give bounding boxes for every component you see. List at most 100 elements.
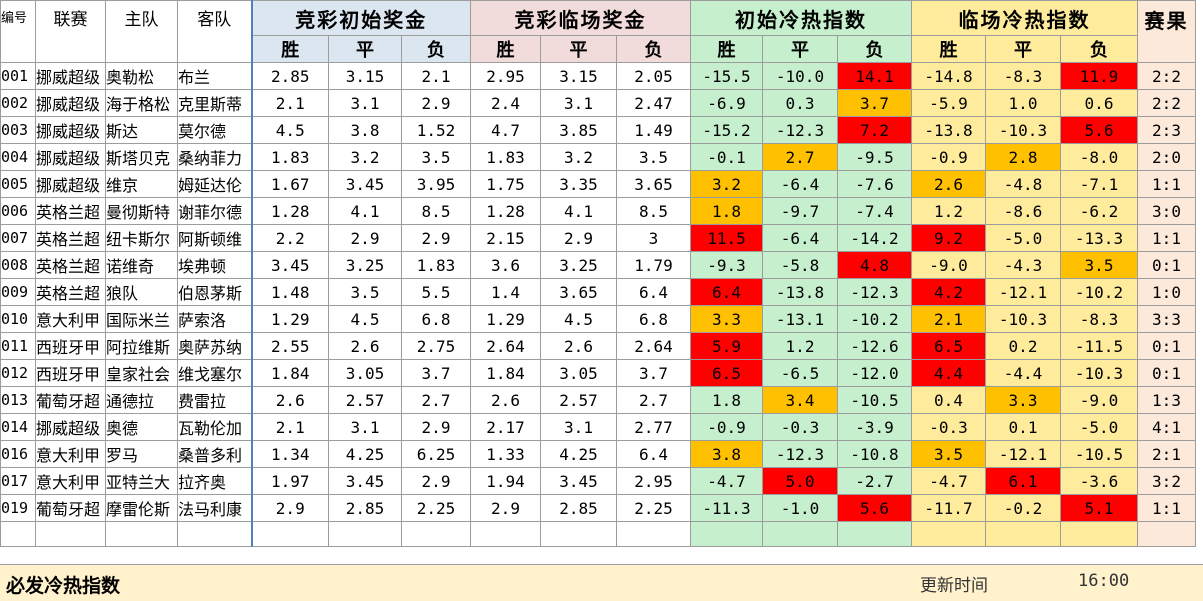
home-team-cell[interactable]: 亚特兰大 (105, 467, 178, 495)
final-index-win-cell[interactable]: 9.2 (911, 224, 986, 252)
table-row[interactable]: 016 意大利甲 罗马 桑普多利 1.34 4.25 6.25 1.33 4.25 6.4 3.8-… (0, 440, 1196, 468)
final-index-draw-cell[interactable]: -12.1 (985, 440, 1061, 468)
initial-index-win-cell[interactable]: -9.3 (690, 251, 763, 279)
away-team-cell[interactable]: 布兰 (177, 62, 252, 90)
match-id-cell[interactable]: 009 (0, 278, 36, 306)
initial-odds-draw-cell[interactable]: 2.6 (328, 332, 402, 360)
final-index-win-cell[interactable]: 6.5 (911, 332, 986, 360)
initial-odds-draw-cell[interactable]: 4.5 (328, 305, 402, 333)
empty-cell[interactable] (0, 521, 36, 547)
league-cell[interactable]: 挪威超级 (35, 62, 106, 90)
result-cell[interactable]: 0:1 (1137, 359, 1196, 387)
home-team-cell[interactable]: 阿拉维斯 (105, 332, 178, 360)
empty-cell[interactable] (401, 521, 471, 547)
final-odds-lose-cell[interactable]: 2.7 (616, 386, 691, 414)
final-index-draw-cell[interactable]: -4.4 (985, 359, 1061, 387)
final-odds-win-cell[interactable]: 1.75 (470, 170, 541, 198)
league-cell[interactable]: 葡萄牙超 (35, 386, 106, 414)
initial-odds-draw-cell[interactable]: 3.8 (328, 116, 402, 144)
league-cell[interactable]: 英格兰超 (35, 251, 106, 279)
away-team-cell[interactable]: 奥萨苏纳 (177, 332, 252, 360)
away-team-cell[interactable]: 莫尔德 (177, 116, 252, 144)
initial-odds-draw-cell[interactable]: 3.45 (328, 467, 402, 495)
final-odds-win-cell[interactable]: 1.33 (470, 440, 541, 468)
initial-odds-draw-cell[interactable]: 2.85 (328, 494, 402, 522)
final-index-lose-cell[interactable]: 3.5 (1060, 251, 1138, 279)
final-index-draw-cell[interactable]: 2.8 (985, 143, 1061, 171)
league-cell[interactable]: 英格兰超 (35, 224, 106, 252)
final-odds-draw-cell[interactable]: 3.1 (540, 413, 617, 441)
initial-odds-lose-cell[interactable]: 5.5 (401, 278, 471, 306)
initial-odds-lose-cell[interactable]: 2.9 (401, 224, 471, 252)
final-odds-lose-cell[interactable]: 3.5 (616, 143, 691, 171)
final-odds-win-cell[interactable]: 2.15 (470, 224, 541, 252)
home-team-cell[interactable]: 摩雷伦斯 (105, 494, 178, 522)
final-index-win-cell[interactable]: 4.4 (911, 359, 986, 387)
initial-odds-lose-cell[interactable]: 6.8 (401, 305, 471, 333)
initial-odds-lose-cell[interactable]: 2.1 (401, 62, 471, 90)
away-team-cell[interactable]: 法马利康 (177, 494, 252, 522)
empty-cell[interactable] (911, 521, 986, 547)
final-index-win-cell[interactable]: -13.8 (911, 116, 986, 144)
empty-cell[interactable] (837, 521, 912, 547)
initial-odds-lose-cell[interactable]: 2.7 (401, 386, 471, 414)
match-id-cell[interactable]: 008 (0, 251, 36, 279)
final-index-draw-cell[interactable]: 3.3 (985, 386, 1061, 414)
away-team-cell[interactable]: 谢菲尔德 (177, 197, 252, 225)
initial-odds-draw-cell[interactable]: 4.1 (328, 197, 402, 225)
table-row[interactable]: 013 葡萄牙超 通德拉 费雷拉 2.6 2.57 2.7 2.6 2.57 2.7 1.8 3.4-… (0, 386, 1196, 414)
initial-odds-draw-cell[interactable]: 3.5 (328, 278, 402, 306)
final-odds-lose-cell[interactable]: 6.4 (616, 278, 691, 306)
empty-cell[interactable] (690, 521, 763, 547)
result-cell[interactable]: 2:1 (1137, 440, 1196, 468)
initial-odds-lose-cell[interactable]: 2.75 (401, 332, 471, 360)
result-cell[interactable]: 1:0 (1137, 278, 1196, 306)
final-index-draw-cell[interactable]: 1.0 (985, 89, 1061, 117)
final-index-draw-cell[interactable]: 0.1 (985, 413, 1061, 441)
league-cell[interactable]: 意大利甲 (35, 305, 106, 333)
empty-cell[interactable] (250, 521, 329, 547)
final-index-lose-cell[interactable]: -3.6 (1060, 467, 1138, 495)
initial-odds-lose-cell[interactable]: 3.95 (401, 170, 471, 198)
away-team-cell[interactable]: 桑普多利 (177, 440, 252, 468)
initial-index-draw-cell[interactable]: -6.5 (762, 359, 838, 387)
match-id-cell[interactable]: 010 (0, 305, 36, 333)
away-team-cell[interactable]: 桑纳菲力 (177, 143, 252, 171)
final-odds-lose-cell[interactable]: 2.47 (616, 89, 691, 117)
initial-odds-lose-cell[interactable]: 1.52 (401, 116, 471, 144)
initial-index-draw-cell[interactable]: -1.0 (762, 494, 838, 522)
final-index-draw-cell[interactable]: -8.6 (985, 197, 1061, 225)
initial-index-win-cell[interactable]: -15.2 (690, 116, 763, 144)
final-odds-draw-cell[interactable]: 4.25 (540, 440, 617, 468)
league-cell[interactable]: 挪威超级 (35, 170, 106, 198)
final-index-win-cell[interactable]: -14.8 (911, 62, 986, 90)
result-cell[interactable]: 0:1 (1137, 332, 1196, 360)
initial-index-win-cell[interactable]: 6.5 (690, 359, 763, 387)
final-odds-draw-cell[interactable]: 3.1 (540, 89, 617, 117)
initial-odds-win-cell[interactable]: 1.29 (250, 305, 329, 333)
initial-odds-lose-cell[interactable]: 2.9 (401, 467, 471, 495)
initial-index-lose-cell[interactable]: -10.8 (837, 440, 912, 468)
final-odds-win-cell[interactable]: 1.94 (470, 467, 541, 495)
table-row[interactable]: 004 挪威超级 斯塔贝克 桑纳菲力 1.83 3.2 3.5 1.83 3.2 3.5 -0.1 2… (0, 143, 1196, 171)
final-index-draw-cell[interactable]: 0.2 (985, 332, 1061, 360)
final-index-draw-cell[interactable]: -10.3 (985, 305, 1061, 333)
final-odds-draw-cell[interactable]: 3.85 (540, 116, 617, 144)
empty-cell[interactable] (1060, 521, 1138, 547)
initial-odds-draw-cell[interactable]: 3.45 (328, 170, 402, 198)
league-cell[interactable]: 挪威超级 (35, 143, 106, 171)
initial-odds-win-cell[interactable]: 1.28 (250, 197, 329, 225)
final-odds-lose-cell[interactable]: 6.4 (616, 440, 691, 468)
table-row[interactable]: 012 西班牙甲 皇家社会 维戈塞尔 1.84 3.05 3.7 1.84 3.05 3.7 6.5… (0, 359, 1196, 387)
initial-odds-win-cell[interactable]: 1.34 (250, 440, 329, 468)
initial-index-win-cell[interactable]: 3.3 (690, 305, 763, 333)
initial-index-lose-cell[interactable]: -9.5 (837, 143, 912, 171)
away-team-cell[interactable]: 费雷拉 (177, 386, 252, 414)
final-index-draw-cell[interactable]: -0.2 (985, 494, 1061, 522)
home-team-cell[interactable]: 国际米兰 (105, 305, 178, 333)
final-index-win-cell[interactable]: 2.6 (911, 170, 986, 198)
initial-index-lose-cell[interactable]: 7.2 (837, 116, 912, 144)
final-index-win-cell[interactable]: -9.0 (911, 251, 986, 279)
initial-index-lose-cell[interactable]: -10.5 (837, 386, 912, 414)
final-index-win-cell[interactable]: 0.4 (911, 386, 986, 414)
